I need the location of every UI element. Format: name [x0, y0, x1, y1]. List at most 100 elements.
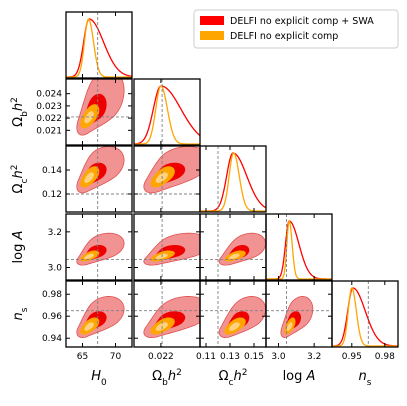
ylabel-1: Ωbh2 — [10, 97, 30, 127]
contour68-1-2-0 — [84, 172, 94, 183]
marginal-1-param-4 — [332, 287, 398, 347]
xlabel-2: Ωch2 — [219, 368, 248, 388]
panel-2-1 — [133, 145, 201, 213]
marginal-1-param-1 — [134, 85, 200, 145]
panel-3-0-content — [66, 214, 132, 280]
xticklabel-1-0: 0.022 — [148, 352, 174, 362]
ylabel-2: Ωch2 — [10, 165, 30, 194]
panel-1-1-content — [134, 79, 200, 145]
xlabel-1: Ωbh2 — [152, 368, 182, 388]
xticklabel-2-1: 0.13 — [220, 352, 240, 362]
panel-4-2 — [199, 280, 267, 348]
ylabel-3: log A — [11, 231, 26, 264]
panel-4-1-content — [134, 281, 200, 347]
panel-4-1 — [133, 280, 201, 348]
xticklabel-2-2: 0.15 — [244, 352, 264, 362]
panel-2-0 — [65, 145, 133, 213]
panel-3-0 — [65, 213, 133, 281]
yticklabel-4-2: 0.98 — [42, 290, 62, 300]
yticklabel-2-0: 0.12 — [42, 190, 62, 200]
panel-3-2 — [199, 213, 267, 281]
yticklabel-1-1: 0.022 — [36, 114, 62, 124]
panel-4-3 — [265, 280, 333, 348]
panel-4-3-content — [266, 281, 332, 347]
xlabel-0-text: H0 — [91, 369, 107, 388]
yticklabel-2-1: 0.14 — [42, 166, 62, 176]
panel-frame-1-0 — [65, 78, 133, 146]
legend-label-1: DELFI no explicit comp — [230, 31, 338, 42]
contour68-1-4-3 — [286, 322, 293, 331]
panel-0-0-content — [66, 12, 132, 78]
panel-frame-0-0 — [65, 11, 133, 79]
panel-2-1-content — [134, 146, 200, 212]
contour68-1-4-2 — [229, 322, 240, 331]
panel-3-2-content — [200, 214, 266, 280]
ylabel-4-text: ns — [11, 307, 30, 320]
panel-3-1 — [133, 213, 201, 281]
yticklabel-3-0: 3.0 — [48, 264, 63, 274]
marginal-0-param-0 — [66, 18, 132, 78]
marginal-1-param-2 — [200, 152, 266, 212]
panel-4-4-content — [332, 281, 398, 347]
panel-4-4 — [331, 280, 399, 348]
panel-frame-4-0 — [65, 280, 133, 348]
panel-2-2-content — [200, 146, 266, 212]
ylabel-4: ns — [11, 307, 30, 320]
xticklabel-2-0: 0.11 — [196, 352, 216, 362]
xticklabel-3-1: 3.2 — [307, 352, 321, 362]
marginal-1-param-3 — [266, 219, 332, 280]
ylabel-1-text: Ωbh2 — [10, 97, 30, 127]
panel-frame-3-3 — [265, 213, 333, 281]
yticklabel-4-0: 0.94 — [42, 334, 62, 344]
contour68-1-4-0 — [84, 322, 94, 331]
legend-swatch-0 — [200, 16, 224, 25]
panel-1-0-content — [66, 79, 132, 145]
xlabel-2-text: Ωch2 — [219, 368, 248, 388]
marginal-0-param-3 — [266, 220, 332, 280]
panel-1-1 — [133, 78, 201, 146]
panel-frame-2-0 — [65, 145, 133, 213]
panel-1-0 — [65, 78, 133, 146]
xlabel-4: ns — [359, 369, 372, 388]
panel-0-0 — [65, 11, 133, 79]
xlabel-3-text: log A — [283, 369, 316, 384]
panel-3-3-content — [266, 214, 332, 280]
panel-frame-3-0 — [65, 213, 133, 281]
legend-swatch-1 — [200, 31, 224, 40]
xticklabel-3-0: 3.0 — [271, 352, 286, 362]
legend-label-0: DELFI no explicit comp + SWA — [230, 16, 374, 27]
panel-frame-4-4 — [331, 280, 399, 348]
panel-4-0-content — [66, 281, 132, 347]
xticklabel-0-1: 70 — [110, 352, 122, 362]
panel-3-1-content — [134, 214, 200, 280]
contour68-1-1-0 — [84, 111, 94, 124]
ylabel-2-text: Ωch2 — [10, 165, 30, 194]
panel-frame-1-1 — [133, 78, 201, 146]
legend: DELFI no explicit comp + SWA DELFI no exp… — [193, 9, 399, 49]
marginal-0-param-4 — [332, 287, 398, 347]
panel-2-2 — [199, 145, 267, 213]
xticklabel-0-0: 65 — [77, 352, 88, 362]
yticklabel-3-1: 3.2 — [48, 228, 62, 238]
marginal-0-param-2 — [200, 152, 266, 212]
yticklabel-1-3: 0.024 — [36, 90, 62, 100]
contour68-1-3-0 — [84, 253, 94, 260]
panel-3-3 — [265, 213, 333, 281]
yticklabel-1-0: 0.021 — [36, 126, 62, 136]
contour68-1-3-2 — [229, 253, 240, 260]
marginal-1-param-0 — [66, 18, 132, 78]
panel-4-0 — [65, 280, 133, 348]
panel-4-2-content — [200, 281, 266, 347]
xlabel-0: H0 — [91, 369, 107, 388]
xticklabel-4-0: 0.95 — [342, 352, 362, 362]
xlabel-1-text: Ωbh2 — [152, 368, 182, 388]
marginal-0-param-1 — [134, 85, 200, 145]
yticklabel-1-2: 0.023 — [36, 102, 62, 112]
legend-box — [193, 9, 399, 49]
yticklabel-4-1: 0.96 — [42, 312, 62, 322]
panel-frame-2-2 — [199, 145, 267, 213]
xticklabel-4-1: 0.98 — [375, 352, 395, 362]
panel-2-0-content — [66, 146, 132, 212]
